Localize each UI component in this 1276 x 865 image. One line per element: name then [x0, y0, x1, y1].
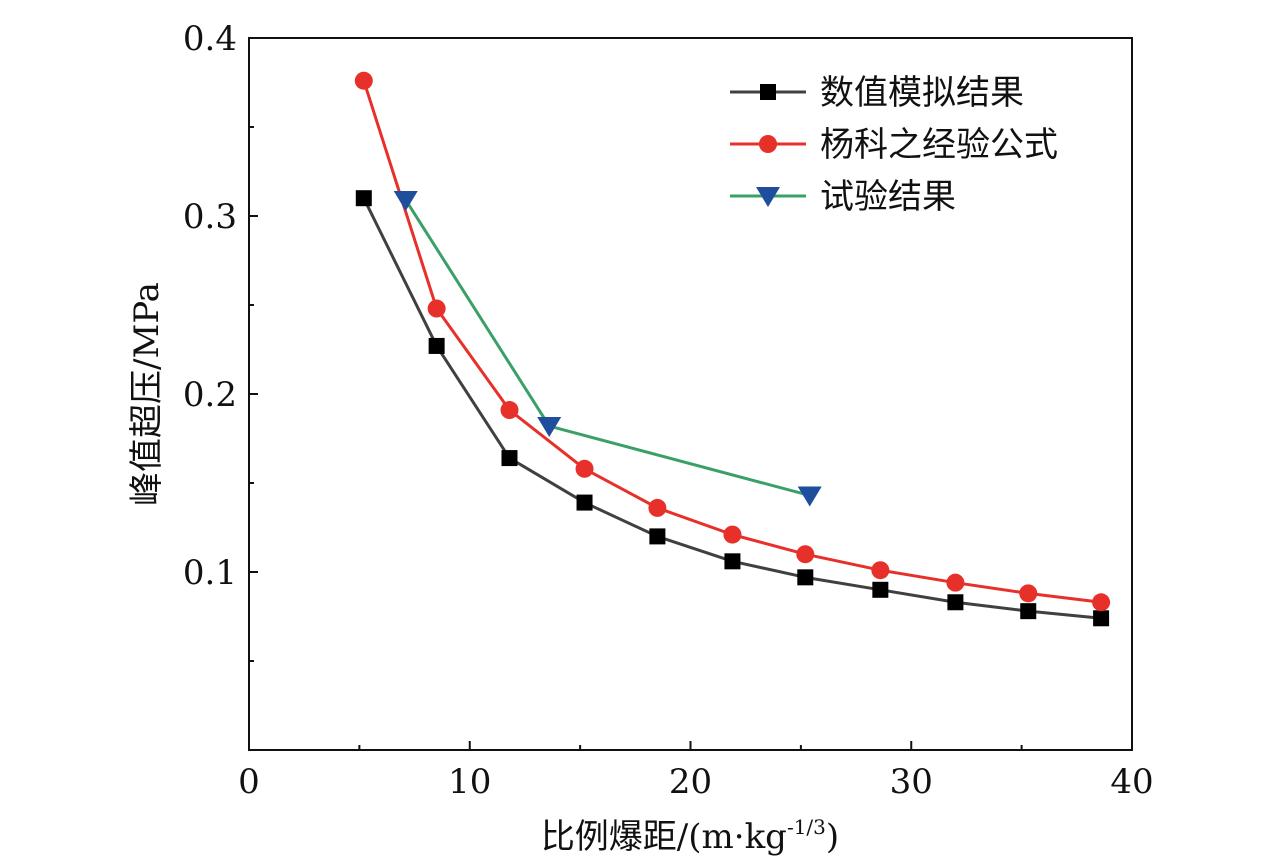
legend-marker-1	[759, 135, 777, 153]
series-1-point-1	[427, 299, 446, 318]
series-1-point-8	[946, 573, 965, 592]
tick-labels: 0 10 20 30 40 0.1 0.2 0.3 0.4	[183, 19, 1154, 802]
series-1-point-0	[354, 71, 373, 90]
axis-ticks	[248, 37, 1133, 750]
legend-label-2: 试验结果	[820, 177, 956, 217]
y-axis-title: 峰值超压/MPa	[127, 282, 167, 506]
x-tick-label-2: 20	[669, 762, 712, 802]
series-1-point-7	[871, 561, 890, 580]
series-0-point-3	[576, 494, 593, 511]
series-1-point-5	[723, 525, 742, 544]
series-1-point-9	[1019, 584, 1038, 603]
y-tick-label-2: 0.3	[183, 197, 237, 237]
series-1-point-6	[796, 545, 815, 564]
series-1-point-4	[648, 498, 667, 517]
x-tick-label-0: 0	[238, 762, 260, 802]
series-0-point-0	[355, 190, 372, 207]
series-2-point-0	[393, 190, 418, 211]
series-0-point-7	[872, 581, 889, 598]
series-0-point-6	[797, 569, 814, 586]
legend-label-0: 数值模拟结果	[820, 73, 1024, 113]
series-0-point-8	[947, 594, 964, 611]
x-axis-title-superscript: -1/3	[787, 815, 826, 839]
x-axis-title: 比例爆距/(m·kg-1/3)	[541, 815, 839, 857]
x-tick-label-3: 30	[890, 762, 933, 802]
series-0-point-10	[1093, 610, 1110, 627]
y-tick-label-0: 0.1	[183, 553, 237, 593]
series-0-point-4	[649, 528, 666, 545]
legend-label-1: 杨科之经验公式	[820, 125, 1058, 165]
y-tick-label-1: 0.2	[183, 375, 237, 415]
series-2-point-2	[797, 486, 822, 507]
series-0-point-5	[724, 553, 741, 570]
series-1-point-3	[575, 459, 594, 478]
series-1-point-10	[1092, 593, 1111, 612]
series-0-point-1	[428, 337, 445, 354]
legend-marker-2	[756, 187, 780, 207]
x-axis-title-main: 比例爆距/(m·kg	[541, 817, 787, 857]
legend-marker-0	[760, 84, 776, 100]
series-0-point-9	[1020, 603, 1037, 620]
series-1-point-2	[500, 401, 519, 420]
x-tick-label-1: 10	[448, 762, 491, 802]
series-2-point-1	[537, 417, 562, 438]
y-tick-label-3: 0.4	[183, 19, 237, 59]
series-0-point-2	[501, 450, 518, 467]
x-tick-label-4: 40	[1110, 762, 1153, 802]
series-markers	[354, 71, 1111, 627]
x-axis-title-close: )	[826, 817, 839, 857]
